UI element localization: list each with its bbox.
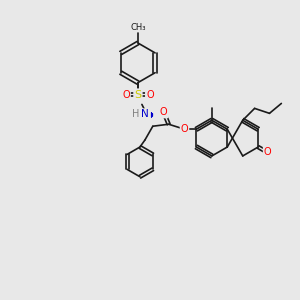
Text: S: S [134,89,142,100]
Text: O: O [146,89,154,100]
Text: O: O [122,89,130,100]
Text: H: H [132,109,140,119]
Text: O: O [181,124,188,134]
Text: CH₃: CH₃ [130,22,146,32]
Text: O: O [264,148,272,158]
Text: O: O [160,107,167,117]
Text: N: N [141,109,149,119]
